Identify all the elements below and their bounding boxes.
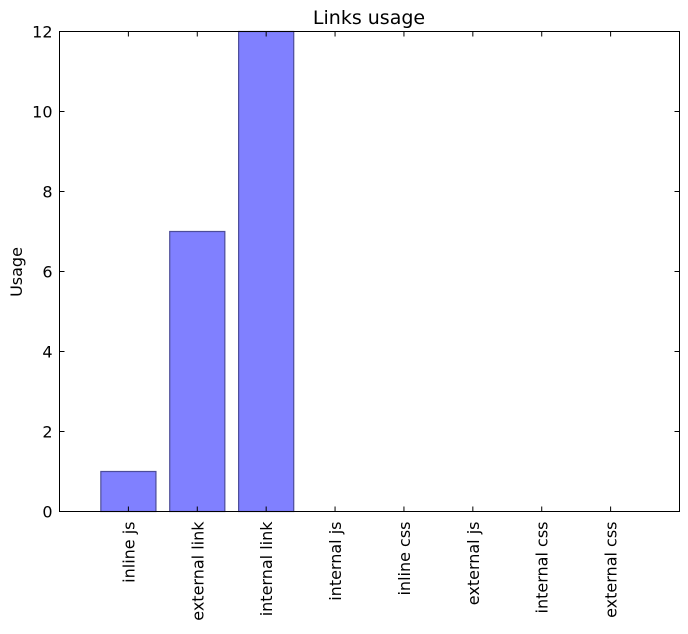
x-tick-label: external link xyxy=(188,521,207,621)
y-tick-label: 10 xyxy=(32,103,52,122)
x-tick-label: internal js xyxy=(326,522,345,601)
x-tick-label: inline js xyxy=(119,522,138,583)
y-tick-label: 6 xyxy=(42,263,52,282)
ticks-layer xyxy=(59,31,680,512)
x-tick-label: external css xyxy=(602,522,621,618)
chart-title: Links usage xyxy=(313,7,425,29)
y-tick-label: 0 xyxy=(42,503,52,522)
x-tick-label: internal link xyxy=(257,521,276,617)
bars-layer xyxy=(100,30,295,513)
y-tick-label: 12 xyxy=(32,23,52,42)
y-axis-label: Usage xyxy=(7,247,26,297)
bar-inline-js xyxy=(100,470,157,513)
tick-labels-layer: inline js external link internal link inter… xyxy=(32,23,620,621)
plot-frame xyxy=(59,31,680,512)
x-tick-label: inline css xyxy=(395,522,414,596)
x-tick-label: internal css xyxy=(533,522,552,614)
bar-internal-link xyxy=(238,30,295,513)
y-tick-label: 8 xyxy=(42,183,52,202)
y-tick-label: 4 xyxy=(42,343,52,362)
x-tick-label: external js xyxy=(464,522,483,606)
y-tick-label: 2 xyxy=(42,423,52,442)
bar-external-link xyxy=(169,230,226,513)
